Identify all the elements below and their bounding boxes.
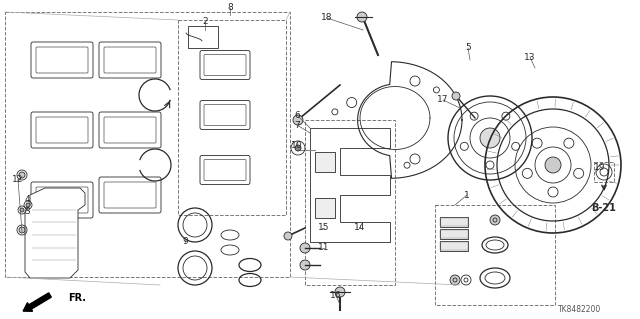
FancyBboxPatch shape [31, 182, 93, 218]
Text: 4: 4 [24, 196, 30, 204]
FancyArrow shape [23, 293, 51, 311]
FancyBboxPatch shape [200, 155, 250, 184]
Text: 13: 13 [524, 53, 536, 62]
Circle shape [450, 275, 460, 285]
Circle shape [20, 208, 24, 212]
Polygon shape [25, 188, 85, 278]
FancyBboxPatch shape [31, 112, 93, 148]
Bar [5, 12, 290, 277]
Circle shape [357, 12, 367, 22]
Text: 19: 19 [595, 164, 605, 173]
Bar [178, 20, 286, 215]
Text: 15: 15 [318, 224, 330, 233]
Text: B-21: B-21 [591, 203, 616, 213]
Text: 11: 11 [318, 243, 330, 253]
Bar [440, 229, 468, 239]
Bar [188, 26, 218, 48]
Circle shape [19, 172, 25, 178]
Circle shape [480, 128, 500, 148]
Circle shape [452, 92, 460, 100]
FancyBboxPatch shape [200, 100, 250, 130]
Circle shape [293, 115, 303, 125]
Bar [315, 198, 335, 218]
Bar [440, 217, 468, 227]
Text: 3: 3 [24, 207, 30, 217]
Bar [305, 120, 395, 285]
Bar [440, 241, 468, 251]
Circle shape [26, 203, 30, 207]
Bar [435, 205, 555, 305]
Text: 17: 17 [437, 95, 449, 105]
Text: 12: 12 [12, 175, 24, 184]
Text: 2: 2 [202, 18, 208, 26]
Text: 9: 9 [182, 238, 188, 247]
Text: 7: 7 [294, 121, 300, 130]
Text: 6: 6 [294, 110, 300, 120]
Text: 5: 5 [465, 43, 471, 53]
Text: TK8482200: TK8482200 [558, 306, 602, 315]
Bar [440, 242, 468, 250]
FancyBboxPatch shape [99, 42, 161, 78]
Circle shape [490, 215, 500, 225]
Text: 18: 18 [321, 13, 333, 23]
Polygon shape [310, 128, 390, 242]
Text: FR.: FR. [68, 293, 86, 303]
Bar [315, 152, 335, 172]
FancyBboxPatch shape [31, 42, 93, 78]
Bar [440, 218, 468, 226]
Circle shape [19, 227, 25, 233]
Circle shape [295, 145, 301, 151]
Text: 8: 8 [227, 4, 233, 12]
Text: 16: 16 [330, 291, 342, 300]
Text: 1: 1 [464, 190, 470, 199]
Circle shape [284, 232, 292, 240]
FancyBboxPatch shape [99, 177, 161, 213]
Text: 14: 14 [355, 224, 365, 233]
Circle shape [300, 260, 310, 270]
Bar [594, 162, 614, 182]
Circle shape [300, 243, 310, 253]
Circle shape [545, 157, 561, 173]
FancyBboxPatch shape [200, 50, 250, 79]
FancyBboxPatch shape [99, 112, 161, 148]
Circle shape [335, 287, 345, 297]
Bar [440, 230, 468, 238]
Text: 10: 10 [291, 140, 303, 150]
